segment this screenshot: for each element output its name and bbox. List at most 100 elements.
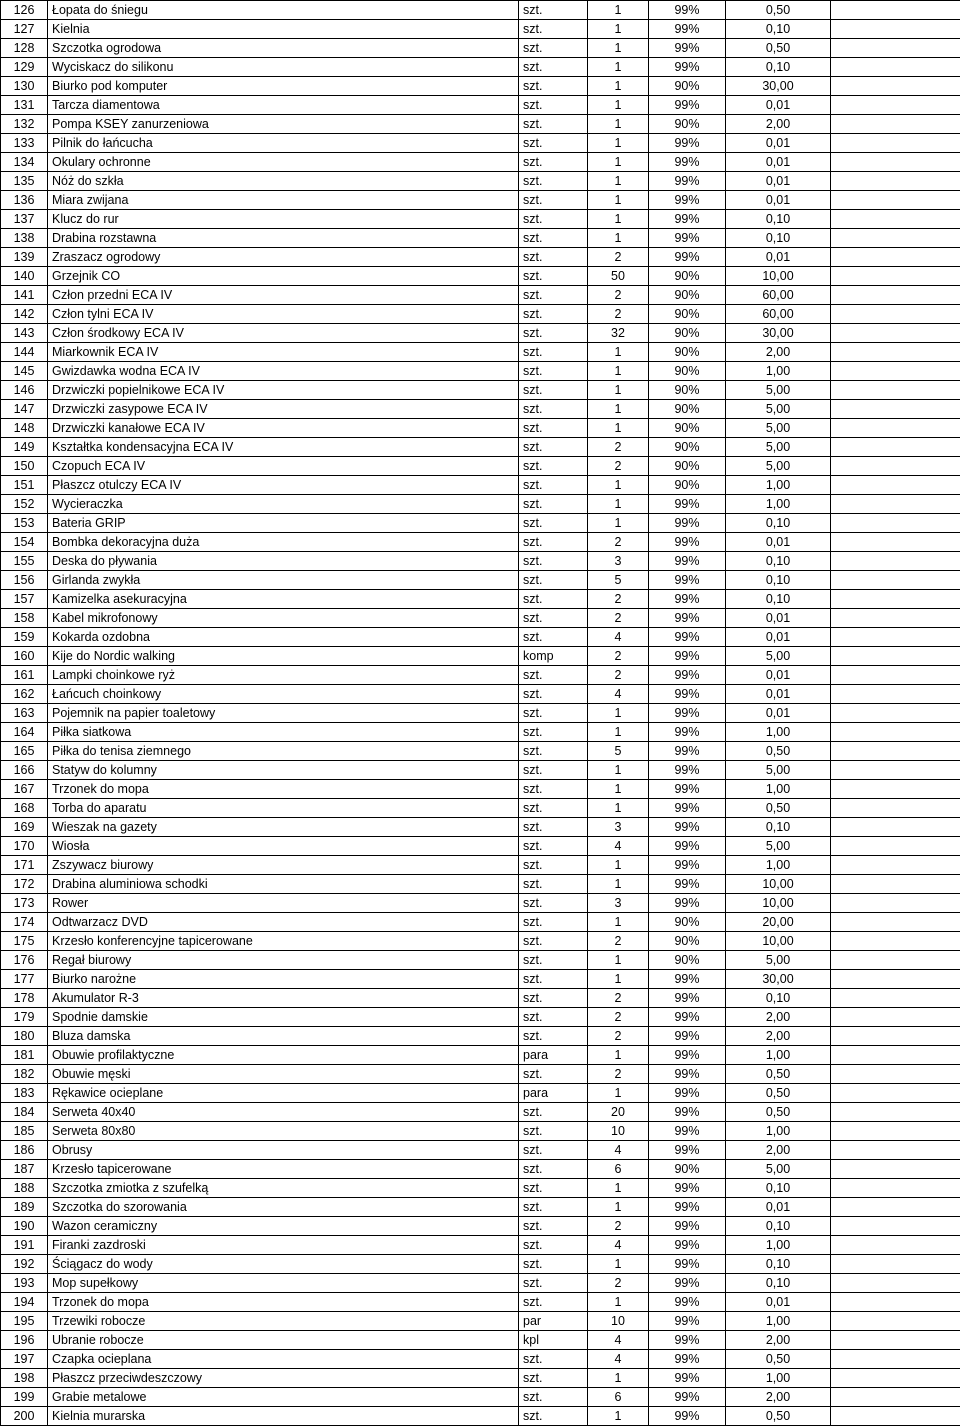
- table-cell: 155: [1, 552, 48, 571]
- table-cell: 99%: [649, 1331, 726, 1350]
- table-cell: 0,01: [726, 1198, 831, 1217]
- table-cell: 0,10: [726, 20, 831, 39]
- table-cell: [831, 704, 960, 723]
- table-cell: [831, 324, 960, 343]
- table-row: 166Statyw do kolumnyszt.199%5,00: [1, 761, 960, 780]
- table-cell: 1: [588, 1084, 649, 1103]
- table-cell: szt.: [519, 571, 588, 590]
- table-cell: 164: [1, 723, 48, 742]
- table-cell: 1,00: [726, 780, 831, 799]
- table-row: 180Bluza damskaszt.299%2,00: [1, 1027, 960, 1046]
- table-cell: szt.: [519, 324, 588, 343]
- table-cell: 180: [1, 1027, 48, 1046]
- table-cell: szt.: [519, 1369, 588, 1388]
- table-cell: 153: [1, 514, 48, 533]
- table-cell: 99%: [649, 58, 726, 77]
- table-row: 167Trzonek do mopaszt.199%1,00: [1, 780, 960, 799]
- table-cell: 5,00: [726, 951, 831, 970]
- table-cell: 0,10: [726, 514, 831, 533]
- table-cell: 172: [1, 875, 48, 894]
- table-cell: 1: [588, 362, 649, 381]
- table-row: 153Bateria GRIPszt.199%0,10: [1, 514, 960, 533]
- table-cell: [831, 913, 960, 932]
- table-cell: 99%: [649, 134, 726, 153]
- table-cell: [831, 343, 960, 362]
- table-cell: 99%: [649, 1065, 726, 1084]
- table-cell: szt.: [519, 96, 588, 115]
- table-cell: 99%: [649, 837, 726, 856]
- table-cell: 1: [588, 1046, 649, 1065]
- table-cell: Szczotka ogrodowa: [48, 39, 519, 58]
- table-cell: 1: [588, 723, 649, 742]
- table-cell: Nóż do szkła: [48, 172, 519, 191]
- table-cell: [831, 818, 960, 837]
- table-cell: par: [519, 1312, 588, 1331]
- table-cell: szt.: [519, 1027, 588, 1046]
- table-cell: 5,00: [726, 457, 831, 476]
- table-row: 157Kamizelka asekuracyjnaszt.299%0,10: [1, 590, 960, 609]
- table-cell: Torba do aparatu: [48, 799, 519, 818]
- table-cell: szt.: [519, 1160, 588, 1179]
- table-cell: 1,00: [726, 723, 831, 742]
- table-cell: 1: [588, 153, 649, 172]
- table-cell: Drabina rozstawna: [48, 229, 519, 248]
- table-row: 191Firanki zazdroskiszt.499%1,00: [1, 1236, 960, 1255]
- table-cell: 166: [1, 761, 48, 780]
- table-cell: 99%: [649, 1293, 726, 1312]
- table-row: 132Pompa KSEY zanurzeniowaszt.190%2,00: [1, 115, 960, 134]
- table-cell: 99%: [649, 875, 726, 894]
- table-cell: [831, 989, 960, 1008]
- table-cell: 0,01: [726, 134, 831, 153]
- table-cell: [831, 799, 960, 818]
- table-cell: 1: [588, 1407, 649, 1426]
- table-cell: szt.: [519, 191, 588, 210]
- table-cell: szt.: [519, 590, 588, 609]
- table-row: 181Obuwie profilaktycznepara199%1,00: [1, 1046, 960, 1065]
- table-cell: [831, 438, 960, 457]
- table-cell: 5,00: [726, 761, 831, 780]
- table-cell: [831, 1255, 960, 1274]
- table-cell: szt.: [519, 685, 588, 704]
- table-cell: szt.: [519, 1407, 588, 1426]
- table-row: 170Wiosłaszt.499%5,00: [1, 837, 960, 856]
- table-cell: 167: [1, 780, 48, 799]
- table-cell: 30,00: [726, 324, 831, 343]
- table-cell: [831, 514, 960, 533]
- table-cell: 4: [588, 837, 649, 856]
- table-cell: szt.: [519, 1, 588, 20]
- table-cell: Girlanda zwykła: [48, 571, 519, 590]
- inventory-table: 126Łopata do śnieguszt.199%0,50127Kielni…: [0, 0, 960, 1426]
- table-cell: szt.: [519, 1236, 588, 1255]
- table-cell: szt.: [519, 1293, 588, 1312]
- table-cell: 1: [588, 115, 649, 134]
- table-cell: 184: [1, 1103, 48, 1122]
- table-cell: Wieszak na gazety: [48, 818, 519, 837]
- table-row: 129Wyciskacz do silikonuszt.199%0,10: [1, 58, 960, 77]
- table-cell: 5,00: [726, 381, 831, 400]
- table-cell: 30,00: [726, 970, 831, 989]
- table-cell: 147: [1, 400, 48, 419]
- table-cell: Drzwiczki popielnikowe ECA IV: [48, 381, 519, 400]
- table-cell: szt.: [519, 476, 588, 495]
- table-cell: 182: [1, 1065, 48, 1084]
- table-cell: [831, 305, 960, 324]
- table-cell: 140: [1, 267, 48, 286]
- table-cell: 90%: [649, 77, 726, 96]
- table-cell: szt.: [519, 970, 588, 989]
- table-cell: Kije do Nordic walking: [48, 647, 519, 666]
- table-cell: szt.: [519, 1350, 588, 1369]
- table-cell: 2: [588, 457, 649, 476]
- table-cell: 90%: [649, 438, 726, 457]
- table-cell: 2: [588, 1027, 649, 1046]
- table-row: 185Serweta 80x80szt.1099%1,00: [1, 1122, 960, 1141]
- table-cell: szt.: [519, 1388, 588, 1407]
- table-cell: [831, 400, 960, 419]
- table-cell: 99%: [649, 818, 726, 837]
- table-cell: [831, 742, 960, 761]
- table-cell: Miara zwijana: [48, 191, 519, 210]
- table-cell: Wazon ceramiczny: [48, 1217, 519, 1236]
- table-cell: szt.: [519, 1179, 588, 1198]
- table-cell: [831, 1160, 960, 1179]
- table-cell: Kabel mikrofonowy: [48, 609, 519, 628]
- table-cell: [831, 875, 960, 894]
